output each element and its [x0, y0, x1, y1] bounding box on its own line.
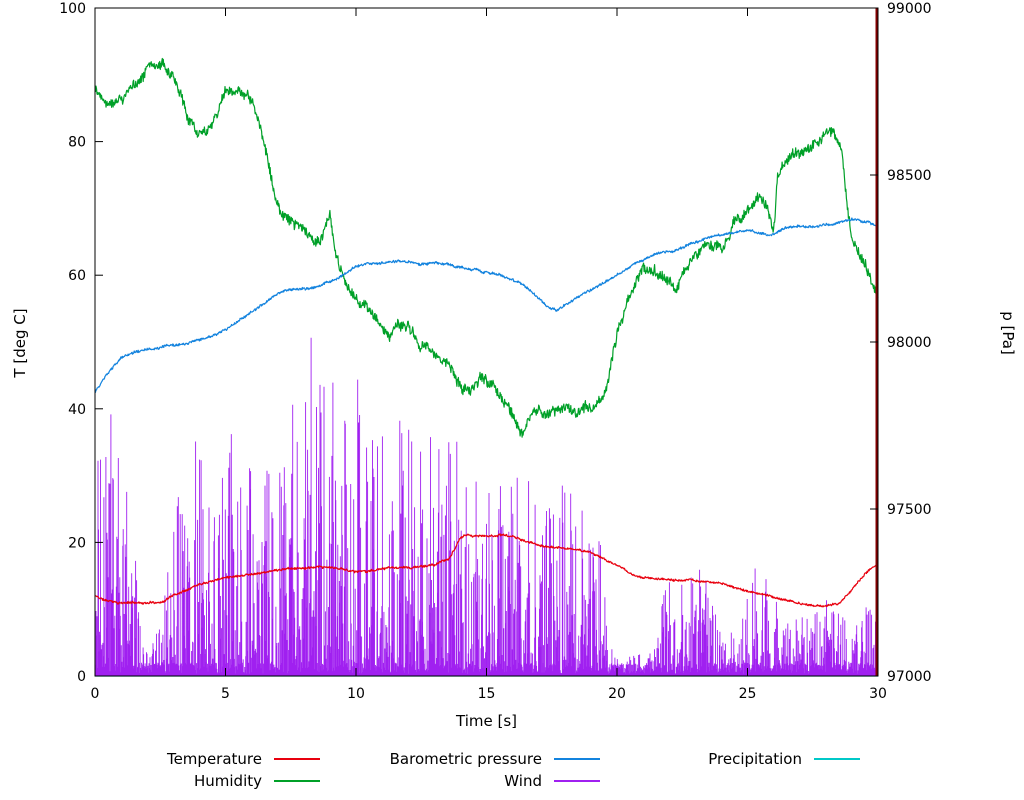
legend-line-temperature [274, 758, 320, 760]
legend-item-pressure: Barometric pressure [320, 750, 600, 768]
y-right-tick-label: 98500 [887, 168, 932, 184]
legend-label-wind: Wind [504, 772, 542, 790]
legend-line-precipitation [814, 758, 860, 760]
right-axis-title: p [Pa] [999, 311, 1017, 355]
legend: Temperature Barometric pressure Precipit… [60, 748, 960, 792]
x-tick-label: 10 [347, 686, 365, 702]
series-humidity [94, 57, 879, 438]
x-axis-title: Time [s] [456, 712, 517, 730]
legend-item-wind: Wind [320, 772, 600, 790]
y-right-tick-label: 98000 [887, 335, 932, 351]
legend-line-pressure [554, 758, 600, 760]
axes: 0 5 10 15 20 25 30 0 20 40 60 80 100 97000 97500 98000 9… [59, 1, 931, 702]
x-tick-label: 15 [478, 686, 496, 702]
legend-label-pressure: Barometric pressure [389, 750, 542, 768]
legend-line-wind [554, 780, 600, 782]
legend-line-humidity [274, 780, 320, 782]
y-left-tick-label: 100 [59, 1, 86, 17]
legend-item-temperature: Temperature [60, 750, 320, 768]
y-left-tick-label: 0 [77, 669, 86, 685]
legend-row: Temperature Barometric pressure Precipit… [60, 748, 960, 770]
x-tick-label: 25 [739, 686, 757, 702]
x-tick-label: 30 [869, 686, 887, 702]
y-left-tick-label: 60 [68, 268, 86, 284]
series-pressure [94, 217, 879, 393]
y-left-tick-label: 40 [68, 402, 86, 418]
y-left-tick-label: 80 [68, 135, 86, 151]
legend-row: Humidity Wind [60, 770, 960, 792]
series-wind [94, 337, 879, 676]
left-axis-title: T [deg C] [11, 308, 29, 378]
series-temperature [94, 533, 879, 608]
y-right-tick-label: 97500 [887, 502, 932, 518]
y-right-tick-label: 97000 [887, 669, 932, 685]
x-tick-label: 20 [608, 686, 626, 702]
y-right-tick-label: 99000 [887, 1, 932, 17]
legend-item-precipitation: Precipitation [600, 750, 860, 768]
x-tick-label: 0 [91, 686, 100, 702]
legend-label-precipitation: Precipitation [708, 750, 802, 768]
legend-label-humidity: Humidity [193, 772, 262, 790]
x-tick-label: 5 [221, 686, 230, 702]
legend-item-humidity: Humidity [60, 772, 320, 790]
y-left-tick-label: 20 [68, 535, 86, 551]
legend-label-temperature: Temperature [166, 750, 262, 768]
